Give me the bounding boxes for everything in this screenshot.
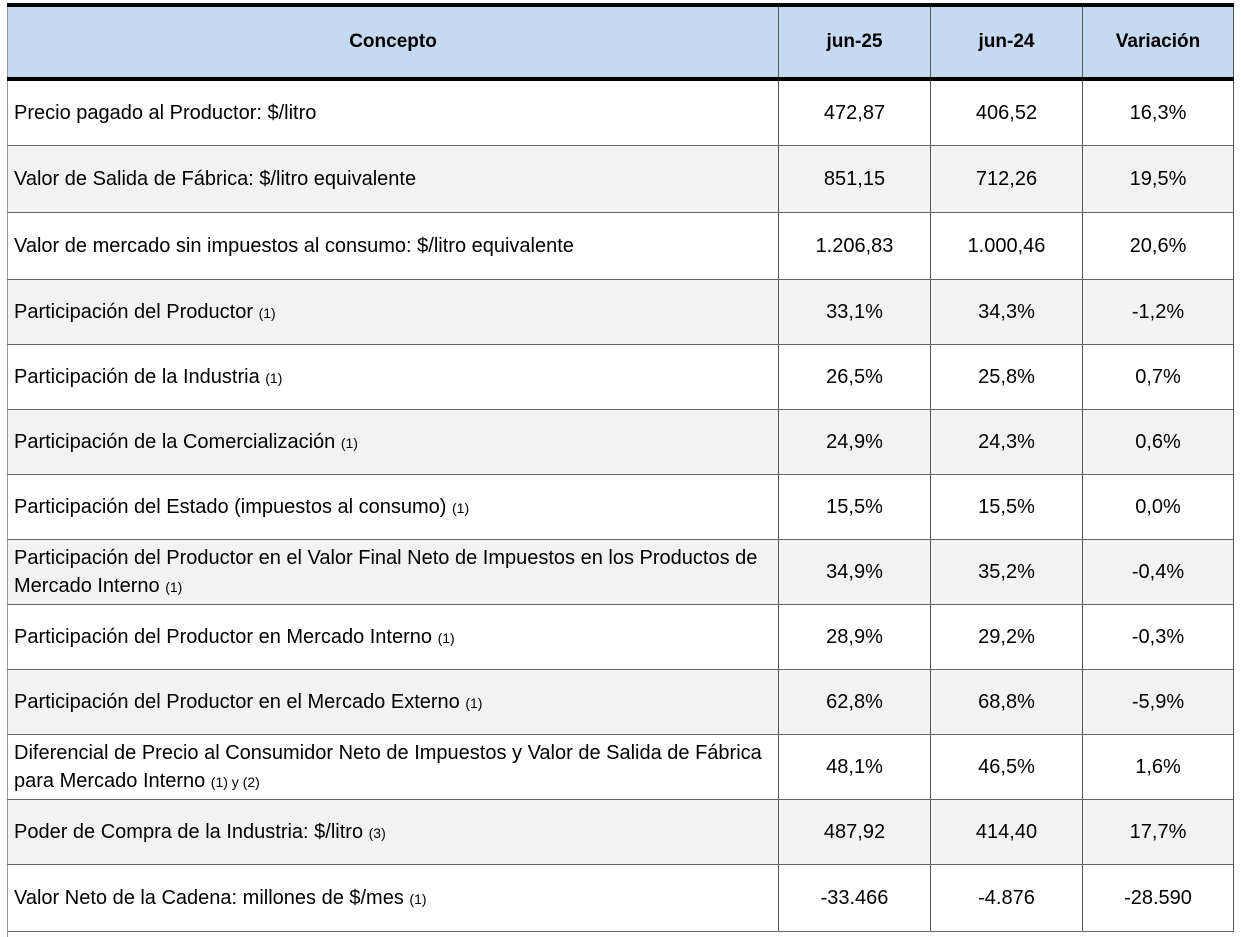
variacion-value: 0,0% <box>1082 474 1234 540</box>
jun-24-value: -4.876 <box>930 864 1083 932</box>
table-row: Participación del Productor en el Mercad… <box>7 669 1234 735</box>
jun-24-value: 712,26 <box>930 145 1083 213</box>
row-note: (1) y (2) <box>210 773 260 790</box>
jun-24-value: 25,8% <box>930 344 1083 410</box>
jun-25-value: 34,9% <box>778 539 931 605</box>
jun-24-value: 34,3% <box>930 279 1083 345</box>
row-label-cell: Participación de la Industria (1) <box>7 344 779 410</box>
jun-25-value: 24,9% <box>778 409 931 475</box>
row-label: Valor Neto de la Cadena: millones de $/m… <box>14 886 404 909</box>
table-header: Concepto jun-25 jun-24 Variación <box>7 3 1234 81</box>
variacion-value: 0,7% <box>1082 344 1234 410</box>
header-concepto: Concepto <box>7 3 779 81</box>
table-row: Precio pagado al Productor: $/litro 472,… <box>7 79 1234 146</box>
row-label: Participación del Productor en Mercado I… <box>14 625 433 648</box>
table-row: Participación del Productor en el Valor … <box>7 539 1234 605</box>
variacion-value: 20,6% <box>1082 212 1234 280</box>
header-jun-25: jun-25 <box>778 3 931 81</box>
row-label: Participación de la Industria <box>14 365 260 388</box>
jun-24-value: 15,5% <box>930 474 1083 540</box>
row-label: Poder de Compra de la Industria: $/litro <box>14 820 364 843</box>
row-label: Participación del Estado (impuestos al c… <box>14 495 447 518</box>
row-label-cell: Participación del Productor en el Valor … <box>7 539 779 605</box>
jun-24-value: 46,5% <box>930 734 1083 800</box>
row-label: Participación del Productor <box>14 300 254 323</box>
row-note: (1) <box>465 694 483 711</box>
row-label-cell: Participación del Productor en Mercado I… <box>7 604 779 670</box>
header-jun-24: jun-24 <box>930 3 1083 81</box>
table-row: Valor de Salida de Fábrica: $/litro equi… <box>7 145 1234 213</box>
row-label-cell: Valor Neto de la Cadena: millones de $/m… <box>7 864 779 932</box>
jun-25-value: 62,8% <box>778 669 931 735</box>
variacion-value: -1,2% <box>1082 279 1234 345</box>
table-row: Valor de mercado sin impuestos al consum… <box>7 212 1234 280</box>
jun-25-value: -33.466 <box>778 864 931 932</box>
row-label: Precio pagado al Productor: $/litro <box>14 102 317 124</box>
row-label: Participación del Productor en el Valor … <box>14 546 758 597</box>
data-table: Concepto jun-25 jun-24 Variación Precio … <box>7 3 1234 932</box>
variacion-value: 17,7% <box>1082 799 1234 865</box>
row-note: (1) <box>409 890 427 907</box>
row-label-cell: Participación del Estado (impuestos al c… <box>7 474 779 540</box>
row-label: Participación de la Comercialización <box>14 430 336 453</box>
header-variacion: Variación <box>1082 3 1234 81</box>
row-label-cell: Valor de Salida de Fábrica: $/litro equi… <box>7 145 779 213</box>
jun-24-value: 406,52 <box>930 79 1083 146</box>
variacion-value: 19,5% <box>1082 145 1234 213</box>
jun-24-value: 35,2% <box>930 539 1083 605</box>
variacion-value: -28.590 <box>1082 864 1234 932</box>
variacion-value: 16,3% <box>1082 79 1234 146</box>
variacion-value: -0,3% <box>1082 604 1234 670</box>
row-label-cell: Participación de la Comercialización (1) <box>7 409 779 475</box>
jun-24-value: 68,8% <box>930 669 1083 735</box>
jun-25-value: 1.206,83 <box>778 212 931 280</box>
table-row: Diferencial de Precio al Consumidor Neto… <box>7 734 1234 800</box>
jun-24-value: 414,40 <box>930 799 1083 865</box>
variacion-value: -0,4% <box>1082 539 1234 605</box>
row-note: (1) <box>452 499 470 516</box>
row-label-cell: Poder de Compra de la Industria: $/litro… <box>7 799 779 865</box>
table-row: Participación del Productor en Mercado I… <box>7 604 1234 670</box>
row-note: (1) <box>437 629 455 646</box>
variacion-value: -5,9% <box>1082 669 1234 735</box>
row-note: (1) <box>340 434 358 451</box>
jun-25-value: 28,9% <box>778 604 931 670</box>
jun-25-value: 15,5% <box>778 474 931 540</box>
table-border-tail <box>7 930 8 937</box>
row-note: (1) <box>258 304 276 321</box>
row-label-cell: Participación del Productor en el Mercad… <box>7 669 779 735</box>
jun-24-value: 29,2% <box>930 604 1083 670</box>
jun-25-value: 851,15 <box>778 145 931 213</box>
row-label: Diferencial de Precio al Consumidor Neto… <box>14 741 762 792</box>
jun-25-value: 472,87 <box>778 79 931 146</box>
table-body: Precio pagado al Productor: $/litro 472,… <box>7 79 1234 932</box>
jun-25-value: 26,5% <box>778 344 931 410</box>
row-label-cell: Valor de mercado sin impuestos al consum… <box>7 212 779 280</box>
row-note: (1) <box>165 578 183 595</box>
row-label: Participación del Productor en el Mercad… <box>14 690 460 713</box>
row-note: (3) <box>368 824 386 841</box>
table-row: Participación de la Industria (1) 26,5% … <box>7 344 1234 410</box>
jun-24-value: 24,3% <box>930 409 1083 475</box>
table-row: Participación del Productor (1) 33,1% 34… <box>7 279 1234 345</box>
row-label-cell: Diferencial de Precio al Consumidor Neto… <box>7 734 779 800</box>
row-label: Valor de mercado sin impuestos al consum… <box>14 235 574 257</box>
jun-25-value: 48,1% <box>778 734 931 800</box>
variacion-value: 0,6% <box>1082 409 1234 475</box>
jun-25-value: 33,1% <box>778 279 931 345</box>
table-row: Poder de Compra de la Industria: $/litro… <box>7 799 1234 865</box>
row-note: (1) <box>265 369 283 386</box>
row-label: Valor de Salida de Fábrica: $/litro equi… <box>14 168 417 190</box>
table-row: Participación del Estado (impuestos al c… <box>7 474 1234 540</box>
table-row: Valor Neto de la Cadena: millones de $/m… <box>7 864 1234 932</box>
jun-25-value: 487,92 <box>778 799 931 865</box>
row-label-cell: Participación del Productor (1) <box>7 279 779 345</box>
jun-24-value: 1.000,46 <box>930 212 1083 280</box>
table-row: Participación de la Comercialización (1)… <box>7 409 1234 475</box>
row-label-cell: Precio pagado al Productor: $/litro <box>7 79 779 146</box>
variacion-value: 1,6% <box>1082 734 1234 800</box>
